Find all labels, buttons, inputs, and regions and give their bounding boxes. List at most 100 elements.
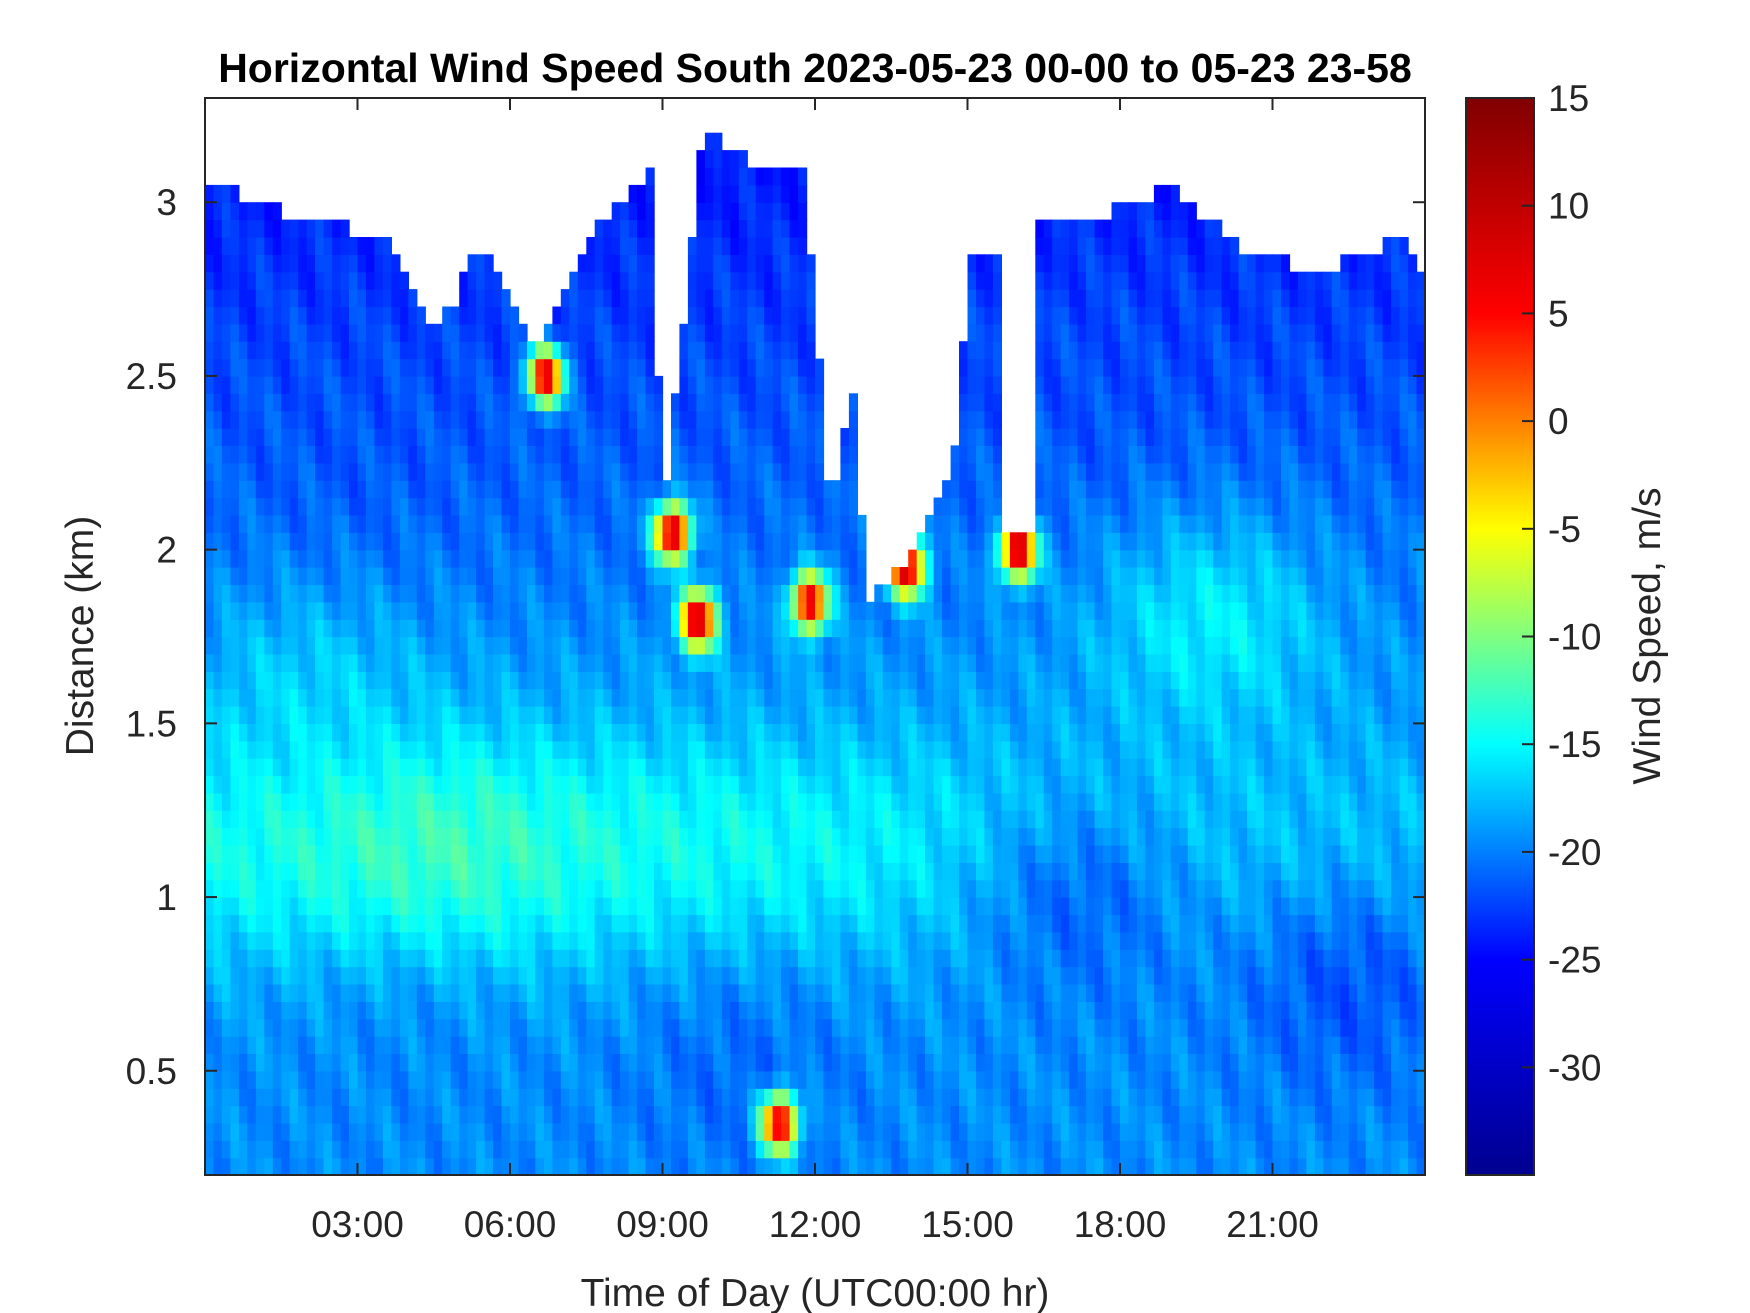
heatmap-cell	[679, 1053, 689, 1072]
heatmap-cell	[501, 584, 511, 603]
heatmap-cell	[925, 688, 935, 707]
heatmap-cell	[747, 375, 757, 394]
heatmap-cell	[671, 740, 681, 759]
heatmap-cell	[1009, 983, 1019, 1002]
heatmap-cell	[255, 567, 265, 585]
heatmap-cell	[484, 758, 494, 777]
heatmap-cell	[882, 688, 892, 707]
heatmap-cell	[755, 897, 765, 916]
heatmap-cell	[357, 1001, 367, 1020]
heatmap-cell	[323, 497, 333, 516]
heatmap-cell	[323, 393, 333, 412]
heatmap-cell	[340, 393, 350, 412]
heatmap-cell	[442, 879, 452, 898]
heatmap-cell	[467, 758, 477, 777]
heatmap-cell	[501, 462, 511, 481]
heatmap-cell	[221, 740, 231, 759]
heatmap-cell	[526, 497, 536, 516]
heatmap-cell	[484, 254, 494, 273]
heatmap-cell	[543, 514, 553, 533]
heatmap-cell	[238, 740, 248, 759]
heatmap-cell	[899, 636, 909, 655]
heatmap-cell	[560, 792, 570, 811]
heatmap-cell	[408, 810, 418, 829]
heatmap-cell	[671, 671, 681, 690]
heatmap-cell	[899, 983, 909, 1002]
heatmap-cell	[205, 1088, 215, 1107]
heatmap-cell	[620, 636, 630, 655]
heatmap-cell	[476, 480, 486, 499]
heatmap-cell	[391, 983, 401, 1002]
heatmap-cell	[798, 601, 808, 620]
heatmap-cell	[238, 723, 248, 742]
heatmap-cell	[289, 636, 299, 655]
heatmap-cell	[687, 740, 697, 759]
heatmap-cell	[781, 567, 791, 585]
heatmap-cell	[764, 410, 774, 429]
heatmap-cell	[798, 983, 808, 1002]
heatmap-cell	[620, 1036, 630, 1054]
heatmap-cell	[247, 653, 257, 672]
heatmap-cell	[484, 497, 494, 516]
heatmap-cell	[908, 740, 918, 759]
heatmap-cell	[205, 289, 215, 308]
heatmap-cell	[594, 358, 604, 377]
heatmap-cell	[391, 862, 401, 881]
heatmap-cell	[654, 619, 664, 638]
heatmap-cell	[357, 254, 367, 273]
heatmap-cell	[425, 532, 435, 551]
heatmap-cell	[315, 1036, 325, 1054]
heatmap-cell	[543, 897, 553, 916]
heatmap-cell	[603, 862, 613, 881]
heatmap-cell	[493, 393, 503, 412]
heatmap-cell	[942, 584, 952, 603]
heatmap-cell	[298, 323, 308, 342]
heatmap-cell	[230, 358, 240, 377]
heatmap-cell	[493, 966, 503, 985]
heatmap-cell	[238, 636, 248, 655]
heatmap-cell	[848, 428, 858, 446]
heatmap-cell	[264, 914, 274, 933]
heatmap-cell	[272, 1157, 282, 1175]
heatmap-cell	[340, 1001, 350, 1020]
heatmap-cell	[967, 740, 977, 759]
heatmap-cell	[747, 775, 757, 794]
heatmap-cell	[340, 758, 350, 777]
heatmap-cell	[1018, 897, 1028, 916]
heatmap-cell	[374, 845, 384, 863]
heatmap-cell	[382, 619, 392, 638]
heatmap-cell	[781, 636, 791, 655]
heatmap-cell	[543, 428, 553, 446]
heatmap-cell	[747, 601, 757, 620]
heatmap-cell	[332, 358, 342, 377]
heatmap-cell	[221, 914, 231, 933]
heatmap-cell	[408, 1088, 418, 1107]
heatmap-cell	[315, 393, 325, 412]
heatmap-cell	[281, 219, 291, 238]
heatmap-cell	[882, 1088, 892, 1107]
heatmap-cell	[704, 1140, 714, 1159]
heatmap-cell	[891, 775, 901, 794]
heatmap-cell	[577, 862, 587, 881]
heatmap-cell	[560, 1018, 570, 1037]
heatmap-cell	[493, 914, 503, 933]
heatmap-cell	[687, 671, 697, 690]
heatmap-cell	[221, 375, 231, 394]
heatmap-cell	[637, 966, 647, 985]
heatmap-cell	[704, 810, 714, 829]
heatmap-cell	[332, 1001, 342, 1020]
heatmap-cell	[484, 514, 494, 533]
heatmap-cell	[535, 966, 545, 985]
heatmap-cell	[671, 653, 681, 672]
heatmap-cell	[959, 931, 969, 950]
heatmap-cell	[772, 723, 782, 742]
heatmap-cell	[493, 983, 503, 1002]
heatmap-cell	[967, 323, 977, 342]
heatmap-cell	[416, 671, 426, 690]
heatmap-cell	[611, 723, 621, 742]
heatmap-cell	[984, 914, 994, 933]
heatmap-cell	[306, 810, 316, 829]
heatmap-cell	[238, 1122, 248, 1141]
heatmap-cell	[298, 740, 308, 759]
heatmap-cell	[349, 723, 359, 742]
